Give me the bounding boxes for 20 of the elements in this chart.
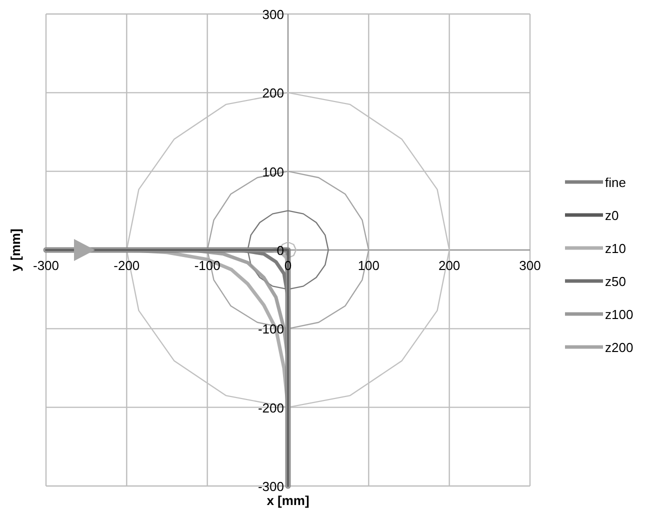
legend-label: z10 — [605, 241, 626, 256]
x-tick-label: 200 — [438, 258, 460, 273]
y-tick-label: 200 — [262, 86, 284, 101]
y-tick-label: -200 — [258, 400, 284, 416]
x-tick-label: 300 — [519, 258, 541, 273]
y-tick-label: -300 — [258, 479, 284, 494]
y-tick-label: 300 — [262, 7, 284, 22]
x-tick-label: 100 — [358, 258, 380, 273]
legend-label: z100 — [605, 307, 634, 322]
y-axis-title: y [mm] — [8, 228, 23, 272]
x-axis-title: x [mm] — [266, 493, 310, 508]
x-tick-label: -200 — [114, 258, 140, 273]
y-tick-label: -100 — [258, 322, 284, 337]
legend-label: fine — [605, 175, 626, 190]
x-tick-label: -100 — [194, 258, 220, 273]
legend-label: z0 — [605, 208, 619, 223]
x-tick-label: -300 — [32, 258, 60, 273]
y-tick-label: 100 — [262, 164, 284, 180]
legend-label: z50 — [605, 274, 626, 289]
legend-label: z200 — [605, 340, 634, 355]
